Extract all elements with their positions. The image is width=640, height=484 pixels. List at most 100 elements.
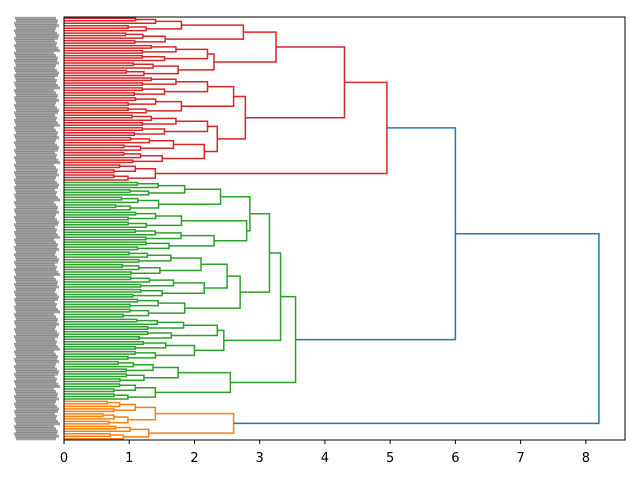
leaf-label [16, 325, 56, 329]
leaf-label [15, 427, 56, 431]
leaf-label [15, 16, 56, 20]
dendrogram-link [126, 363, 154, 372]
dendrogram-link [181, 219, 248, 242]
dendrogram-link [64, 107, 129, 112]
dendrogram-link [148, 412, 235, 434]
dendrogram-link [64, 174, 115, 179]
dendrogram-link [64, 122, 144, 126]
leaf-label [14, 36, 58, 40]
dendrogram-link [64, 189, 131, 194]
dendrogram-link [147, 321, 185, 329]
leaf-label [16, 392, 58, 396]
dendrogram-link [127, 386, 157, 398]
dendrogram-link [64, 313, 124, 318]
dendrogram-link [64, 241, 147, 246]
leaf-label [15, 136, 59, 140]
leaf-label [15, 397, 59, 401]
dendrogram-link [162, 143, 205, 160]
leaf-label [16, 168, 58, 172]
leaf-label [15, 46, 58, 50]
dendrogram-link [158, 188, 222, 205]
dendrogram-link [64, 303, 131, 308]
leaf-label [15, 68, 57, 72]
leaf-label [14, 357, 57, 361]
leaf-label [14, 409, 58, 413]
dendrogram-link [230, 295, 297, 384]
dendrogram-link [64, 433, 112, 438]
dendrogram-link [134, 128, 166, 135]
dendrogram-link [142, 78, 177, 85]
dendrogram-link [64, 331, 149, 335]
dendrogram-links [64, 17, 600, 440]
dendrogram-link [64, 77, 153, 82]
dendrogram-link [123, 428, 150, 438]
x-tick-label: 4 [321, 451, 329, 466]
leaf-label [15, 255, 57, 259]
dendrogram-link [64, 362, 135, 368]
dendrogram-link [217, 95, 247, 140]
leaf-label [15, 61, 59, 65]
dendrogram-link [143, 366, 179, 379]
leaf-label [14, 342, 56, 346]
dendrogram-link [64, 54, 144, 59]
dendrogram-link [132, 154, 163, 163]
leaf-label [14, 320, 57, 324]
leaf-label [16, 34, 59, 38]
leaf-label [16, 399, 56, 403]
leaf-label [14, 387, 54, 391]
leaf-label [15, 195, 58, 199]
leaf-label [14, 29, 55, 33]
leaf-label [16, 205, 58, 209]
leaf-label [15, 375, 55, 379]
leaf-label [15, 31, 57, 35]
dendrogram-link [200, 263, 228, 289]
dendrogram-link [165, 24, 245, 40]
dendrogram-link [64, 308, 131, 313]
leaf-label [15, 404, 57, 408]
leaf-label [15, 113, 55, 117]
leaf-label [16, 407, 59, 411]
dendrogram-link [64, 62, 135, 67]
leaf-label [16, 49, 60, 53]
dendrogram-link [64, 56, 166, 62]
dendrogram-link [64, 159, 134, 164]
leaf-label [16, 131, 58, 135]
leaf-label [14, 44, 56, 48]
dendrogram-link [64, 288, 142, 293]
dendrogram-link [64, 425, 117, 430]
dendrogram-link [223, 252, 282, 342]
dendrogram-link [146, 215, 183, 227]
leaf-label [15, 412, 55, 416]
leaf-label [16, 302, 57, 306]
leaf-label [16, 295, 59, 299]
leaf-label [15, 240, 56, 244]
leaf-label [16, 183, 59, 187]
leaf-label [14, 215, 55, 219]
leaf-label [14, 148, 58, 152]
x-tick-label: 3 [256, 451, 264, 466]
leaf-label [15, 419, 58, 423]
dendrogram-link [64, 378, 121, 383]
dendrogram-link [184, 275, 241, 309]
dendrogram-link [64, 293, 134, 298]
dendrogram-link [64, 368, 128, 373]
dendrogram-link [64, 69, 128, 74]
leaf-label [15, 166, 56, 170]
dendrogram-link [64, 408, 115, 413]
dendrogram-link [164, 80, 209, 93]
dendrogram-link [155, 371, 232, 394]
dendrogram-link [64, 400, 109, 405]
leaf-label [15, 91, 56, 95]
dendrogram-link [64, 228, 136, 233]
leaf-label [16, 258, 59, 262]
leaf-label [15, 106, 57, 110]
leaf-label [14, 275, 54, 279]
leaf-label [16, 362, 56, 366]
dendrogram-link [64, 169, 115, 174]
leaf-label [14, 88, 54, 92]
dendrogram-link [245, 46, 346, 119]
leaf-label [14, 208, 57, 212]
x-tick-label: 1 [125, 451, 133, 466]
leaf-label [16, 355, 58, 359]
leaf-label [14, 282, 57, 286]
